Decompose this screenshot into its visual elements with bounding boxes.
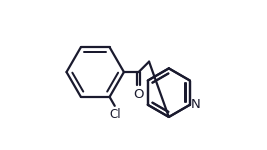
Text: Cl: Cl xyxy=(109,108,120,121)
Text: O: O xyxy=(134,88,144,101)
Text: N: N xyxy=(191,98,200,111)
